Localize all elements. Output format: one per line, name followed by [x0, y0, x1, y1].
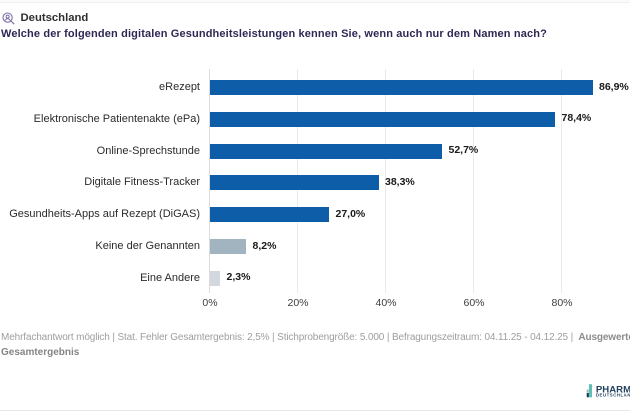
svg-text:PHARMA: PHARMA — [596, 384, 630, 395]
svg-text:DEUTSCHLAND: DEUTSCHLAND — [596, 393, 630, 398]
